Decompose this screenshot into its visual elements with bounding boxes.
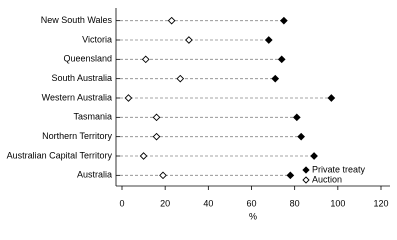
x-tick-label: 60: [246, 198, 256, 208]
x-tick-label: 80: [290, 198, 300, 208]
marker: [277, 55, 286, 64]
x-tick-label: 120: [373, 198, 388, 208]
y-tick-label: Queensland: [63, 54, 112, 64]
y-tick-label: Tasmania: [73, 112, 112, 122]
marker: [264, 36, 273, 44]
x-tick-label: 100: [330, 198, 345, 208]
marker: [292, 113, 301, 122]
x-tick-label: 20: [160, 198, 170, 208]
y-tick-label: Western Australia: [42, 92, 112, 102]
marker: [185, 36, 193, 44]
marker: [124, 94, 133, 102]
x-tick-label: 0: [119, 198, 124, 208]
marker: [286, 171, 295, 180]
x-tick-label: 40: [203, 198, 213, 208]
legend-label: Private treaty: [312, 164, 366, 174]
legend-marker: [302, 176, 310, 184]
chart: % 0 20 40 60 80 100 120 New South Wales Victoria…: [7, 8, 390, 221]
marker: [141, 55, 150, 64]
marker: [152, 132, 161, 141]
marker: [327, 94, 336, 102]
marker: [297, 132, 305, 141]
marker: [139, 152, 148, 160]
marker: [167, 16, 176, 25]
marker: [310, 152, 318, 160]
y-tick-label: Australia: [77, 170, 112, 180]
marker: [271, 74, 280, 83]
y-tick-label: New South Wales: [41, 15, 113, 25]
marker: [280, 16, 288, 25]
y-tick-label: South Australia: [51, 73, 112, 83]
y-tick-label: Victoria: [82, 34, 112, 44]
marker: [176, 74, 185, 83]
marker: [152, 113, 161, 122]
marker: [159, 171, 167, 180]
y-tick-label: Australian Capital Territory: [7, 150, 113, 160]
y-tick-label: Northern Territory: [42, 131, 112, 141]
legend-marker: [302, 166, 310, 174]
x-axis-label: %: [249, 211, 257, 221]
legend-label: Auction: [312, 174, 342, 184]
page: % 0 20 40 60 80 100 120 New South Wales Victoria…: [6, 8, 390, 222]
